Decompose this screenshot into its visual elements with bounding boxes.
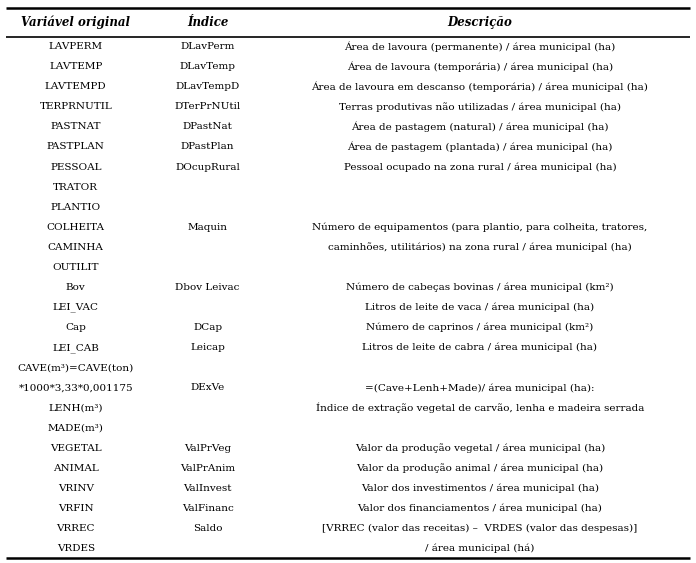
Text: PASTNAT: PASTNAT bbox=[51, 122, 101, 131]
Text: TRATOR: TRATOR bbox=[54, 182, 98, 191]
Text: Número de equipamentos (para plantio, para colheita, tratores,: Número de equipamentos (para plantio, pa… bbox=[313, 222, 647, 232]
Text: Área de pastagem (plantada) / área municipal (ha): Área de pastagem (plantada) / área munic… bbox=[347, 142, 612, 152]
Text: LAVTEMPD: LAVTEMPD bbox=[45, 82, 106, 91]
Text: Área de lavoura (temporária) / área municipal (ha): Área de lavoura (temporária) / área muni… bbox=[347, 61, 613, 72]
Text: / área municipal (há): / área municipal (há) bbox=[425, 544, 535, 553]
Text: Área de lavoura em descanso (temporária) / área municipal (ha): Área de lavoura em descanso (temporária)… bbox=[311, 82, 648, 92]
Text: Número de caprinos / área municipal (km²): Número de caprinos / área municipal (km²… bbox=[366, 323, 594, 332]
Text: Índice de extração vegetal de carvão, lenha e madeira serrada: Índice de extração vegetal de carvão, le… bbox=[316, 403, 644, 413]
Text: DCap: DCap bbox=[193, 323, 222, 332]
Text: LAVTEMP: LAVTEMP bbox=[49, 62, 102, 71]
Text: Pessoal ocupado na zona rural / área municipal (ha): Pessoal ocupado na zona rural / área mun… bbox=[344, 162, 616, 172]
Text: Cap: Cap bbox=[65, 323, 86, 332]
Text: OUTILIT: OUTILIT bbox=[52, 263, 99, 272]
Text: Variável original: Variável original bbox=[22, 16, 130, 29]
Text: DLavTempD: DLavTempD bbox=[175, 82, 239, 91]
Text: *1000*3,33*0,001175: *1000*3,33*0,001175 bbox=[19, 383, 133, 392]
Text: ValFinanc: ValFinanc bbox=[182, 504, 233, 513]
Text: DLavPerm: DLavPerm bbox=[180, 42, 235, 51]
Text: Descrição: Descrição bbox=[448, 16, 512, 29]
Text: CAVE(m³)=CAVE(ton): CAVE(m³)=CAVE(ton) bbox=[17, 363, 134, 372]
Text: CAMINHA: CAMINHA bbox=[48, 243, 104, 252]
Text: Dbov Leivac: Dbov Leivac bbox=[175, 283, 240, 292]
Text: Litros de leite de cabra / área municipal (ha): Litros de leite de cabra / área municipa… bbox=[363, 343, 597, 352]
Text: VEGETAL: VEGETAL bbox=[50, 444, 102, 453]
Text: MADE(m³): MADE(m³) bbox=[48, 423, 104, 432]
Text: [VRREC (valor das receitas) –  VRDES (valor das despesas)]: [VRREC (valor das receitas) – VRDES (val… bbox=[322, 524, 638, 533]
Text: Maquin: Maquin bbox=[188, 223, 228, 232]
Text: Área de lavoura (permanente) / área municipal (ha): Área de lavoura (permanente) / área muni… bbox=[345, 41, 615, 52]
Text: PESSOAL: PESSOAL bbox=[50, 163, 102, 172]
Text: ANIMAL: ANIMAL bbox=[53, 464, 99, 473]
Text: DPastPlan: DPastPlan bbox=[181, 142, 235, 151]
Text: LENH(m³): LENH(m³) bbox=[49, 404, 103, 413]
Text: PLANTIO: PLANTIO bbox=[51, 203, 101, 212]
Text: caminhões, utilitários) na zona rural / área municipal (ha): caminhões, utilitários) na zona rural / … bbox=[328, 243, 632, 252]
Text: Valor dos financiamentos / área municipal (ha): Valor dos financiamentos / área municipa… bbox=[358, 503, 602, 513]
Text: Leicap: Leicap bbox=[190, 343, 225, 352]
Text: Valor da produção animal / área municipal (ha): Valor da produção animal / área municipa… bbox=[356, 463, 603, 473]
Text: DPastNat: DPastNat bbox=[182, 122, 232, 131]
Text: LEI_CAB: LEI_CAB bbox=[52, 343, 100, 352]
Text: DLavTemp: DLavTemp bbox=[180, 62, 236, 71]
Text: LEI_VAC: LEI_VAC bbox=[53, 303, 99, 312]
Text: Valor da produção vegetal / área municipal (ha): Valor da produção vegetal / área municip… bbox=[355, 443, 605, 453]
Text: Índice: Índice bbox=[187, 16, 228, 29]
Text: VRREC: VRREC bbox=[56, 524, 95, 533]
Text: LAVPERM: LAVPERM bbox=[49, 42, 103, 51]
Text: Número de cabeças bovinas / área municipal (km²): Número de cabeças bovinas / área municip… bbox=[346, 283, 614, 292]
Text: Bov: Bov bbox=[66, 283, 86, 292]
Text: Terras produtivas não utilizadas / área municipal (ha): Terras produtivas não utilizadas / área … bbox=[339, 102, 621, 111]
Text: PASTPLAN: PASTPLAN bbox=[47, 142, 104, 151]
Text: VRINV: VRINV bbox=[58, 484, 94, 493]
Text: COLHEITA: COLHEITA bbox=[47, 223, 105, 232]
Text: Área de pastagem (natural) / área municipal (ha): Área de pastagem (natural) / área munici… bbox=[351, 122, 608, 132]
Text: DExVe: DExVe bbox=[191, 383, 225, 392]
Text: Litros de leite de vaca / área municipal (ha): Litros de leite de vaca / área municipal… bbox=[365, 303, 594, 312]
Text: DOcupRural: DOcupRural bbox=[175, 163, 240, 172]
Text: =(Cave+Lenh+Made)/ área municipal (ha):: =(Cave+Lenh+Made)/ área municipal (ha): bbox=[365, 383, 594, 392]
Text: DTerPrNUtil: DTerPrNUtil bbox=[175, 102, 241, 111]
Text: ValInvest: ValInvest bbox=[183, 484, 232, 493]
Text: VRFIN: VRFIN bbox=[58, 504, 93, 513]
Text: ValPrAnim: ValPrAnim bbox=[180, 464, 235, 473]
Text: TERPRNUTIL: TERPRNUTIL bbox=[40, 102, 112, 111]
Text: Valor dos investimentos / área municipal (ha): Valor dos investimentos / área municipal… bbox=[361, 484, 599, 493]
Text: VRDES: VRDES bbox=[56, 544, 95, 553]
Text: Saldo: Saldo bbox=[193, 524, 222, 533]
Text: ValPrVeg: ValPrVeg bbox=[184, 444, 231, 453]
